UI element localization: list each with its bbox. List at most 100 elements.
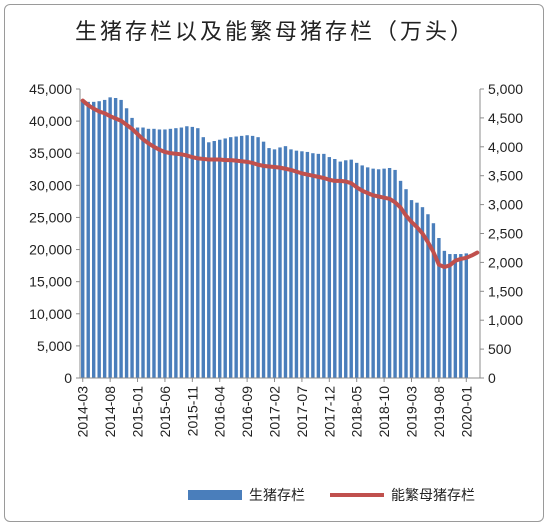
left-tick-label: 10,000 [29,306,72,322]
bar-2016-01 [201,137,205,378]
bar-2016-09 [245,135,249,378]
bar-2018-07 [365,167,370,378]
bar-2015-01 [135,127,140,378]
x-tick-label: 2016-09 [239,386,255,438]
bar-2019-03 [409,200,414,378]
bar-2018-05 [355,162,359,378]
left-tick-label: 15,000 [29,274,72,290]
left-tick-label: 5,000 [37,338,72,354]
left-tick-label: 20,000 [29,242,72,258]
bar-2018-11 [387,167,392,378]
bar-2015-08 [174,128,178,378]
bar-2014-08 [108,97,112,378]
bar-2015-09 [179,127,184,378]
bar-2018-08 [371,168,375,378]
x-tick-label: 2018-10 [376,386,392,438]
x-tick-label: 2016-04 [212,386,228,438]
bar-2019-02 [404,189,408,378]
bar-2018-03 [344,160,348,378]
bar-2014-11 [124,108,129,379]
bar-2018-01 [333,159,337,378]
bar-2018-02 [338,161,342,378]
bar-2017-05 [289,149,293,378]
right-tick-label: 2,000 [488,254,523,270]
bar-2017-03 [278,147,282,378]
bar-2019-08 [437,238,441,378]
bar-2016-04 [218,139,222,378]
line-series-group [80,98,480,270]
x-tick-label: 2015-01 [130,386,146,438]
bar-2020-01 [464,253,468,378]
x-tick-label: 2015-06 [157,386,173,438]
x-tick-label: 2019-08 [431,386,447,438]
bar-2019-10 [448,254,452,378]
line-series [80,98,480,270]
bar-2019-06 [426,214,430,378]
bar-2017-10 [316,153,321,378]
bar-2014-09 [113,97,118,379]
x-tick-label: 2017-07 [294,386,310,438]
bar-2015-06 [163,129,167,378]
bar-2017-11 [322,153,326,378]
bar-2019-05 [420,207,425,378]
left-tick-label: 35,000 [29,145,72,161]
legend-swatch-bar [188,490,242,500]
bar-2015-02 [141,127,145,378]
bar-2015-03 [146,128,151,378]
bar-2017-07 [300,151,304,378]
axes-group: 0 5,000 10,000 15,000 20,000 25,000 30,000 35,0… [29,81,523,437]
bar-2019-12 [459,254,463,378]
bar-2016-05 [223,138,227,378]
bar-2016-06 [228,137,233,378]
legend: 生猪存栏 能繁母猪存栏 [188,488,475,504]
bar-2015-05 [157,129,162,378]
bar-2017-02 [272,149,277,378]
right-tick-label: 4,500 [488,110,523,126]
bar-2015-10 [185,126,189,378]
x-tick-label: 2018-05 [349,386,365,438]
right-tick-label: 2,500 [488,226,523,242]
x-tick-label: 2015-11 [184,386,200,437]
bar-2017-01 [267,148,271,378]
right-tick-label: 1,500 [488,283,523,299]
right-tick-label: 0 [488,370,496,386]
bar-2018-04 [349,159,353,378]
left-tick-label: 40,000 [29,113,72,129]
left-tick-label: 0 [64,370,72,386]
right-tick-label: 500 [488,341,512,357]
chart-title: 生猪存栏以及能繁母猪存栏（万头） [74,20,475,45]
x-tick-label: 2017-12 [321,386,337,438]
bar-2014-03 [81,100,85,378]
bar-2017-09 [311,153,315,378]
bar-2019-04 [415,202,419,378]
bar-2017-06 [294,150,299,378]
left-tick-label: 30,000 [29,177,72,193]
bar-2016-02 [207,142,211,378]
bar-2015-12 [196,128,200,378]
bar-2018-09 [376,169,381,378]
bar-2019-01 [398,180,403,378]
x-tick-label: 2014-03 [75,386,91,438]
bar-2016-07 [234,136,238,378]
right-tick-label: 5,000 [488,81,523,97]
right-tick-label: 3,000 [488,197,523,213]
left-tick-label: 25,000 [29,209,72,225]
left-tick-label: 45,000 [29,81,72,97]
right-tick-label: 1,000 [488,312,523,328]
bar-2014-10 [119,99,123,379]
bar-2016-11 [256,137,260,378]
bar-2016-10 [250,135,255,378]
bar-2016-12 [261,141,266,378]
bar-2019-09 [442,250,447,378]
x-tick-label: 2019-03 [404,386,420,438]
bar-2014-06 [97,101,101,378]
bar-2014-05 [92,101,96,378]
right-tick-label: 4,000 [488,139,523,155]
legend-label-bar: 生猪存栏 [249,488,305,504]
x-tick-label: 2020-01 [458,386,474,438]
bar-2014-07 [102,99,107,379]
bar-2018-12 [393,169,397,378]
bar-2017-04 [283,146,288,378]
bar-2014-04 [86,101,90,378]
